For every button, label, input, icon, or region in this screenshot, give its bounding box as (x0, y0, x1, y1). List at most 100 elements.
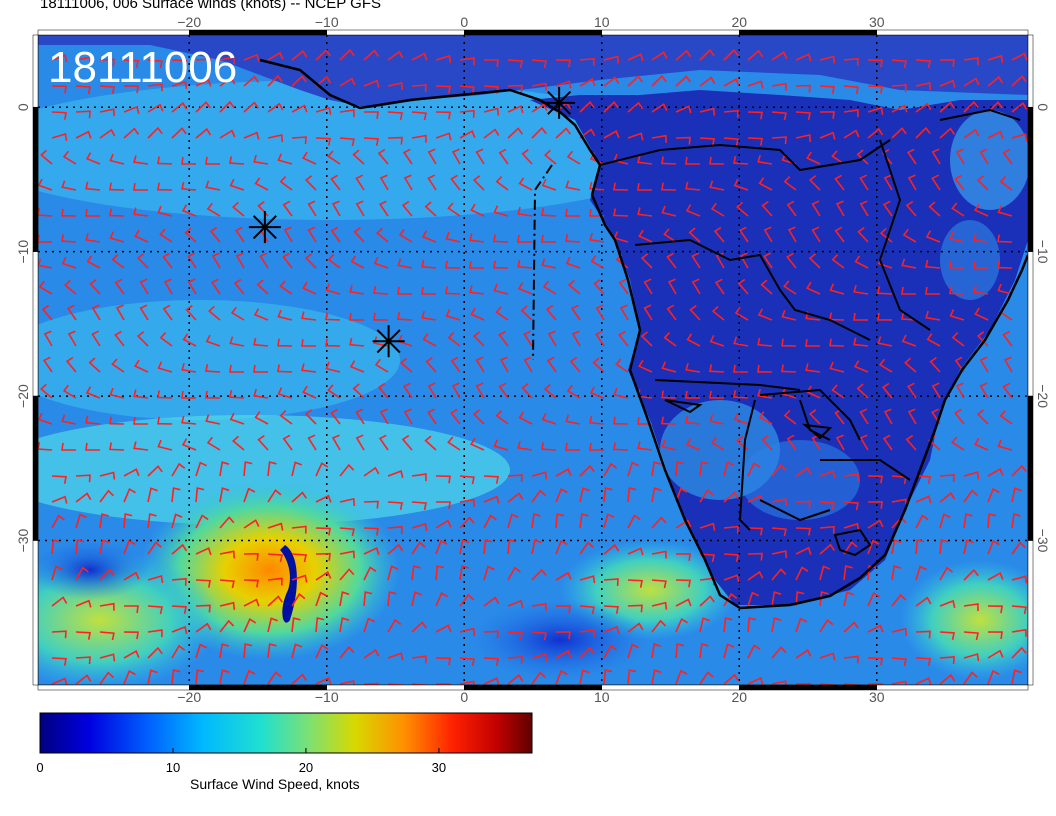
wind-barb (819, 618, 834, 633)
wind-barb (963, 603, 979, 612)
wind-barb (891, 627, 908, 636)
wind-barb (325, 283, 341, 295)
wind-barb (229, 156, 245, 165)
wind-barb (771, 568, 787, 581)
wind-barb (747, 80, 764, 89)
wind-barb (291, 50, 308, 61)
wind-barb (61, 234, 77, 243)
wind-barb (219, 56, 235, 65)
calm-area (38, 540, 150, 600)
wind-barb (699, 107, 716, 116)
wind-barb (277, 364, 293, 373)
wind-barb (51, 539, 61, 555)
wind-barb (603, 130, 620, 139)
wind-barb (243, 579, 259, 588)
wind-barb (555, 80, 572, 89)
wind-barb (111, 358, 125, 373)
wind-barb (939, 673, 956, 685)
wind-band (38, 80, 690, 220)
wind-barb (843, 683, 859, 685)
wind-barb (195, 579, 211, 588)
axis-bar-right (1027, 106, 1034, 252)
wind-barb (472, 331, 485, 347)
wind-barb (181, 204, 197, 217)
wind-barb (469, 233, 485, 243)
wind-barb (450, 174, 461, 191)
wind-barb (339, 568, 355, 581)
wind-barb (819, 591, 829, 607)
wind-barb (757, 364, 773, 373)
wind-barb (795, 649, 812, 659)
wind-barb (1011, 669, 1022, 685)
wind-barb (570, 304, 581, 321)
wind-barb (543, 149, 557, 165)
wind-barb (435, 111, 451, 120)
wind-barb (963, 128, 980, 139)
wind-barb (459, 516, 475, 529)
wind-barb (51, 630, 67, 639)
wind-barb (931, 174, 941, 191)
wind-barb (187, 252, 197, 269)
wind-barb (688, 227, 701, 243)
wind-barb (997, 260, 1013, 269)
wind-barb (795, 546, 812, 555)
wind-barb (805, 363, 821, 373)
wind-barb (279, 410, 293, 425)
wind-barb (243, 53, 260, 62)
wind-barb (475, 148, 485, 165)
lon-tick-label-top: 10 (594, 14, 610, 30)
wind-barb (795, 466, 812, 477)
wind-barb (831, 384, 845, 399)
wind-barb (603, 625, 620, 634)
wind-barb (387, 565, 399, 581)
wind-barb (233, 278, 245, 295)
wind-barb (163, 278, 173, 295)
wind-barb (475, 356, 485, 373)
wind-barb (331, 434, 341, 451)
axis-bar-top (739, 29, 877, 36)
wind-barb (387, 683, 403, 685)
wind-barb (256, 279, 269, 295)
storm-marker (248, 211, 281, 244)
wind-barb (949, 286, 965, 295)
wind-barb (761, 200, 773, 217)
wind-barb (661, 390, 677, 399)
wind-barb (867, 657, 883, 666)
axis-bar-top (37, 29, 190, 36)
land-wind-patch (740, 440, 860, 520)
wind-barb (709, 156, 725, 165)
wind-barb (243, 552, 259, 561)
wind-barb (771, 680, 787, 685)
wind-barb (377, 148, 389, 165)
wind-barb (1002, 148, 1013, 165)
wind-barb (219, 461, 230, 477)
wind-barb (157, 361, 173, 373)
wind-barb (339, 591, 350, 607)
wind-barb (640, 253, 653, 269)
wind-barb (267, 461, 277, 477)
wind-barb (470, 307, 485, 321)
wind-barb (171, 577, 187, 586)
wind-barb (330, 408, 341, 425)
wind-barb (387, 525, 403, 534)
wind-barb (483, 657, 499, 666)
wind-barb (291, 104, 308, 113)
wind-barb (689, 305, 701, 321)
wind-barb (565, 208, 581, 217)
wind-barb (484, 59, 499, 68)
wind-barb (710, 202, 725, 217)
wind-barb (747, 527, 763, 536)
wind-barb (565, 414, 581, 425)
wind-barb (91, 330, 101, 347)
wind-barb (51, 514, 65, 529)
wind-barb (613, 208, 629, 217)
wind-barb (867, 501, 883, 509)
lon-tick-label-bottom: −20 (177, 689, 201, 705)
wind-barb (979, 148, 989, 165)
lon-tick-label-bottom: 0 (460, 689, 468, 705)
wind-barb (997, 439, 1013, 451)
wind-barb (795, 682, 811, 685)
wind-barb (761, 434, 773, 451)
wind-barb (949, 231, 965, 243)
wind-barb (51, 565, 63, 581)
